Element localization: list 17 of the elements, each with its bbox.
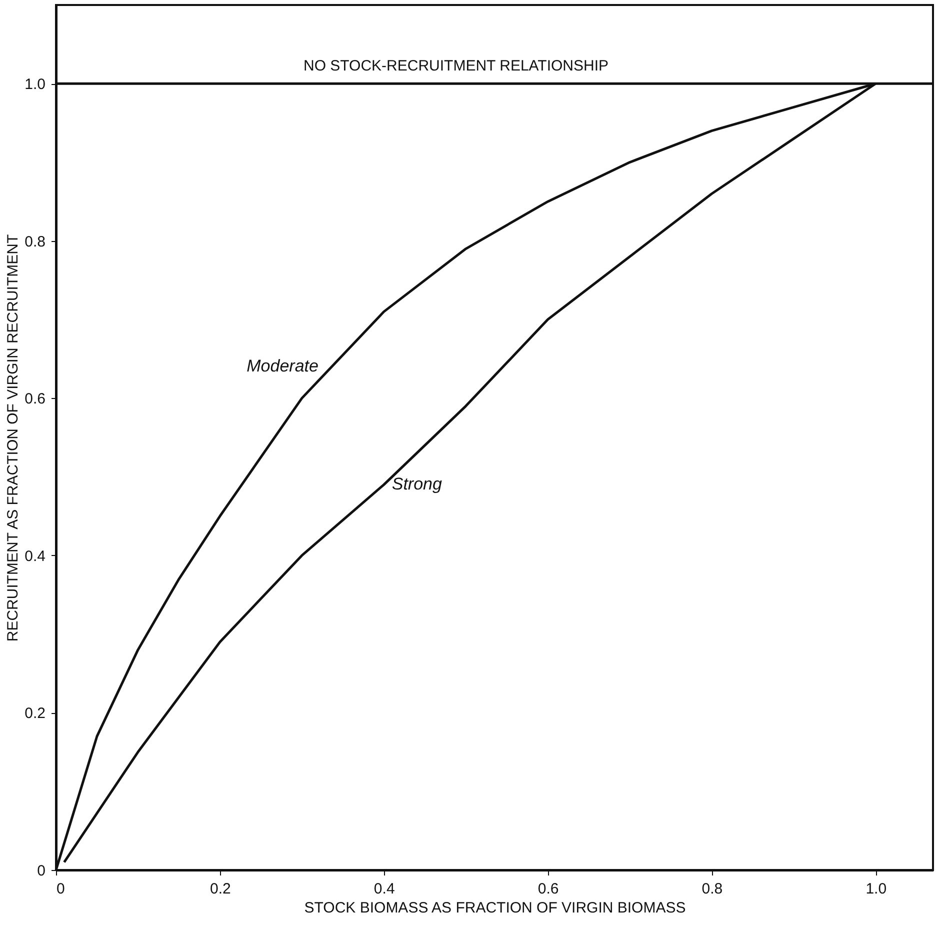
y-tick-label: 1.0 bbox=[24, 76, 46, 94]
ref-line-label: NO STOCK-RECRUITMENT RELATIONSHIP bbox=[303, 58, 609, 75]
x-tick-label: 1.0 bbox=[866, 880, 887, 898]
y-tick-label: 0.4 bbox=[24, 548, 46, 565]
annotation: Strong bbox=[392, 474, 442, 494]
annotation: Moderate bbox=[246, 356, 318, 376]
y-axis-title: RECRUITMENT AS FRACTION OF VIRGIN RECRUITMENT bbox=[4, 234, 22, 642]
y-tick-label: 0.8 bbox=[24, 233, 46, 250]
x-tick-label: 0.4 bbox=[374, 880, 395, 898]
y-tick-label: 0.6 bbox=[24, 390, 46, 408]
x-axis-title: STOCK BIOMASS AS FRACTION OF VIRGIN BIOMASS bbox=[304, 900, 686, 916]
x-tick-label: 0.2 bbox=[210, 880, 231, 898]
x-tick-label: 0.8 bbox=[702, 880, 723, 898]
y-tick-label: 0.2 bbox=[24, 705, 46, 722]
x-tick-label: 0.6 bbox=[538, 880, 559, 898]
x-tick-label: 0 bbox=[56, 880, 65, 898]
y-tick-label: 0 bbox=[37, 862, 46, 880]
